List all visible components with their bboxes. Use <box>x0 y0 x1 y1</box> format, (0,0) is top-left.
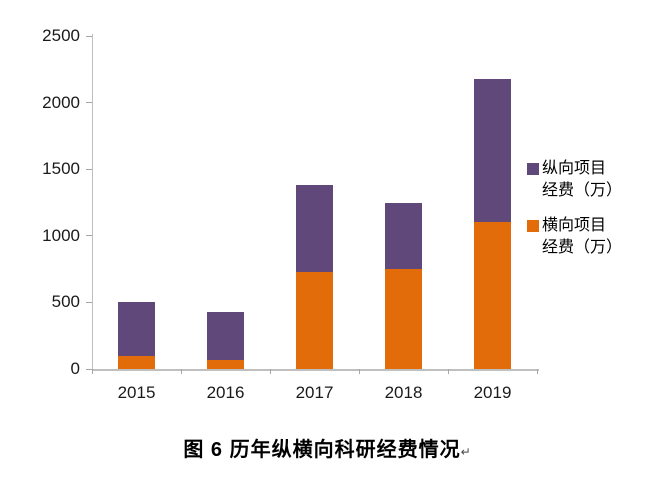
y-axis-tick-mark <box>86 102 92 104</box>
legend-label: 横向项目 经费（万） <box>542 217 623 256</box>
x-axis-label-2019: 2019 <box>473 383 512 402</box>
paragraph-return-mark-icon: ↵ <box>460 445 471 459</box>
x-axis-tick-mark <box>181 369 182 374</box>
legend-item-horizontal_funding: 横向项目 经费（万） <box>527 215 654 259</box>
y-axis-tick-mark <box>86 35 92 37</box>
x-axis-tick-mark <box>92 369 93 374</box>
legend-item-vertical_funding: 纵向项目 经费（万） <box>527 158 654 202</box>
x-axis-label-2015: 2015 <box>117 383 156 402</box>
bar-2015-horizontal_funding-segment <box>118 355 155 369</box>
x-axis-tick-mark <box>270 369 271 374</box>
x-axis-tick-mark <box>448 369 449 374</box>
figure-caption: 图 6 历年纵横向科研经费情况↵ <box>0 433 654 462</box>
bar-2015-vertical_funding-segment <box>118 302 155 356</box>
y-axis-tick-mark <box>86 235 92 237</box>
y-axis-tick-label: 1000 <box>42 225 80 245</box>
x-axis-tick-mark <box>359 369 360 374</box>
bar-2017-vertical_funding-segment <box>296 185 333 272</box>
y-axis-tick-label: 0 <box>70 359 80 378</box>
x-axis-label-2017: 2017 <box>295 383 334 402</box>
y-axis-tick-label: 1500 <box>42 159 80 179</box>
bar-2019-vertical_funding-segment <box>474 79 511 223</box>
x-axis-line <box>92 369 539 371</box>
x-axis-label-2016: 2016 <box>206 383 245 402</box>
y-axis-tick-mark <box>86 301 92 303</box>
bar-2018-horizontal_funding-segment <box>385 269 422 369</box>
y-axis-tick-label: 2000 <box>42 92 80 112</box>
legend-color-swatch-icon <box>527 163 539 175</box>
x-axis-label-2018: 2018 <box>384 383 423 402</box>
bar-2018-vertical_funding-segment <box>385 203 422 270</box>
x-axis-tick-mark <box>537 369 538 374</box>
bar-2016-vertical_funding-segment <box>207 311 244 360</box>
chart-legend: 纵向项目 经费（万） 横向项目 经费（万） <box>527 158 654 272</box>
bar-2017-horizontal_funding-segment <box>296 271 333 369</box>
bar-2016-horizontal_funding-segment <box>207 359 244 369</box>
y-axis-tick-label: 2500 <box>42 26 80 45</box>
y-axis-line <box>92 34 93 370</box>
y-axis-tick-mark <box>86 368 92 370</box>
legend-label: 纵向项目 经费（万） <box>542 160 623 199</box>
bar-2019-horizontal_funding-segment <box>474 222 511 369</box>
y-axis-tick-mark <box>86 168 92 170</box>
y-axis-tick-label: 500 <box>51 292 80 312</box>
legend-color-swatch-icon <box>527 220 539 232</box>
caption-text: 图 6 历年纵横向科研经费情况 <box>183 439 461 461</box>
